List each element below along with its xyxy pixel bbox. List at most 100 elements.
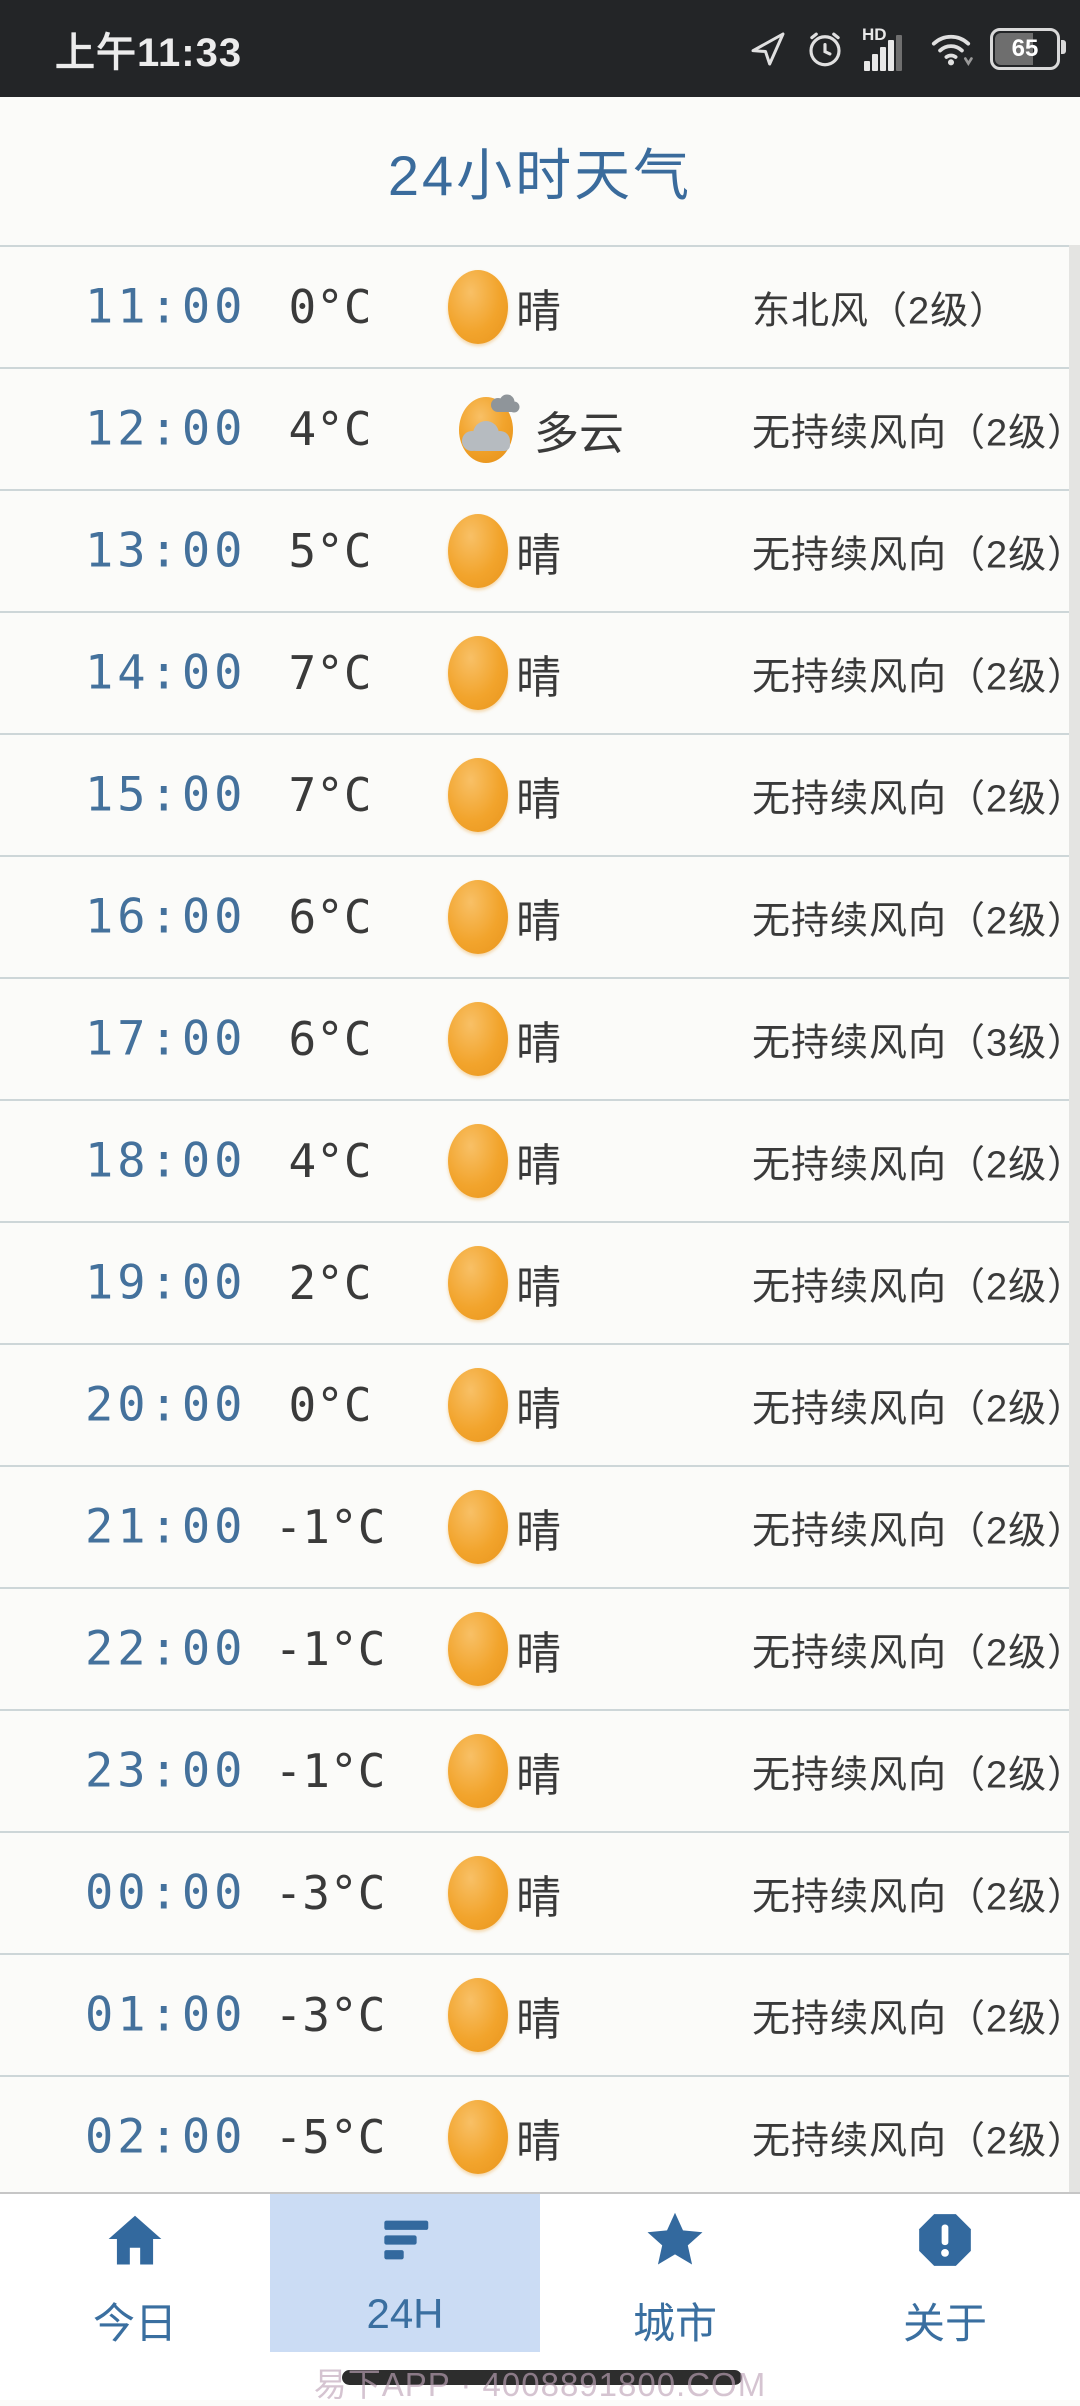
sun-icon	[448, 1124, 508, 1198]
row-condition-group: 晴	[448, 1955, 561, 2075]
row-time: 20:00	[85, 1377, 247, 1433]
row-temp: 7°C	[288, 768, 372, 822]
row-time: 16:00	[85, 889, 247, 945]
row-wind: 无持续风向（2级）	[752, 1754, 1080, 1797]
row-temp: -1°C	[274, 1622, 386, 1676]
row-temp: -1°C	[274, 1500, 386, 1554]
forecast-row: 22:00 -1°C 晴 无持续风向（2级）	[0, 1587, 1080, 1709]
alarm-clock-icon	[804, 28, 846, 70]
sun-icon	[448, 270, 508, 344]
forecast-row: 02:00 -5°C 晴 无持续风向（2级）	[0, 2075, 1080, 2192]
row-temp: 6°C	[288, 890, 372, 944]
row-condition: 晴	[516, 1261, 562, 1313]
row-wind: 无持续风向（2级）	[752, 778, 1080, 821]
row-time: 23:00	[85, 1743, 247, 1799]
row-condition: 晴	[516, 529, 562, 581]
hd-signal-icon: HD	[862, 24, 912, 71]
hd-badge: HD	[862, 24, 887, 44]
sun-icon	[448, 880, 508, 954]
forecast-row: 20:00 0°C 晴 无持续风向（2级）	[0, 1343, 1080, 1465]
row-time: 14:00	[85, 645, 247, 701]
row-wind: 无持续风向（2级）	[752, 1144, 1080, 1187]
row-condition-group: 晴	[448, 247, 561, 367]
star-icon	[643, 2208, 707, 2272]
row-wind: 无持续风向（2级）	[752, 1388, 1080, 1431]
row-time: 17:00	[85, 1011, 247, 1067]
row-time: 02:00	[85, 2109, 247, 2165]
row-time: 19:00	[85, 1255, 247, 1311]
row-condition-group: 晴	[448, 1833, 561, 1953]
forecast-row: 01:00 -3°C 晴 无持续风向（2级）	[0, 1953, 1080, 2075]
tab-today[interactable]: 今日	[0, 2194, 270, 2352]
row-time: 12:00	[85, 401, 247, 457]
row-wind: 无持续风向（2级）	[752, 1632, 1080, 1675]
row-condition-group: 晴	[448, 2077, 561, 2192]
row-temp: 2°C	[288, 1256, 372, 1310]
row-condition-group: 晴	[448, 1223, 561, 1343]
row-time: 15:00	[85, 767, 247, 823]
sun-icon	[448, 1856, 508, 1930]
row-condition: 晴	[516, 1749, 562, 1801]
row-condition: 晴	[516, 1627, 562, 1679]
sun-icon	[448, 636, 508, 710]
row-time: 00:00	[85, 1865, 247, 1921]
scrollbar-track[interactable]	[1069, 245, 1080, 2192]
row-time: 01:00	[85, 1987, 247, 2043]
tab-24h[interactable]: 24H	[270, 2194, 540, 2352]
sun-icon	[448, 1246, 508, 1320]
status-icons: HD 65	[748, 24, 1066, 71]
row-temp: 5°C	[288, 524, 372, 578]
row-wind: 无持续风向（3级）	[752, 1022, 1080, 1065]
tab-about[interactable]: 关于	[810, 2194, 1080, 2352]
battery-fill	[995, 32, 1033, 65]
tab-city-label: 城市	[632, 2300, 717, 2347]
sun-icon	[448, 1734, 508, 1808]
row-wind: 无持续风向（2级）	[752, 2120, 1080, 2163]
row-wind: 无持续风向（2级）	[752, 534, 1080, 577]
forecast-row: 17:00 6°C 晴 无持续风向（3级）	[0, 977, 1080, 1099]
row-condition: 多云	[534, 407, 625, 459]
row-condition-group: 晴	[448, 979, 561, 1099]
row-condition-group: 晴	[448, 1467, 561, 1587]
status-bar: 上午11:33 HD	[0, 0, 1080, 97]
row-condition-group: 晴	[448, 1589, 561, 1709]
tab-24h-label: 24H	[366, 2290, 444, 2337]
row-temp: -3°C	[274, 1866, 386, 1920]
row-temp: 4°C	[288, 1134, 372, 1188]
tab-about-label: 关于	[902, 2300, 987, 2347]
sun-icon	[448, 1978, 508, 2052]
location-arrow-icon	[748, 29, 788, 69]
row-time: 22:00	[85, 1621, 247, 1677]
row-time: 21:00	[85, 1499, 247, 1555]
row-condition: 晴	[516, 895, 562, 947]
row-condition-group: 晴	[448, 1101, 561, 1221]
cell-signal-bars	[864, 34, 902, 71]
sun-icon	[448, 758, 508, 832]
row-condition: 晴	[516, 651, 562, 703]
row-wind: 无持续风向（2级）	[752, 1266, 1080, 1309]
forecast-row: 18:00 4°C 晴 无持续风向（2级）	[0, 1099, 1080, 1221]
row-condition: 晴	[516, 285, 562, 337]
page-title: 24小时天气	[387, 143, 693, 207]
partly-cloudy-icon	[448, 388, 526, 470]
row-wind: 东北风（2级）	[752, 290, 1009, 333]
row-temp: 0°C	[288, 280, 372, 334]
row-condition-group: 晴	[448, 735, 561, 855]
forecast-row: 19:00 2°C 晴 无持续风向（2级）	[0, 1221, 1080, 1343]
row-condition-group: 多云	[448, 369, 624, 489]
tab-city[interactable]: 城市	[540, 2194, 810, 2352]
row-condition: 晴	[516, 1383, 562, 1435]
sun-icon	[448, 1612, 508, 1686]
wifi-icon	[928, 28, 974, 70]
forecast-list: 11:00 0°C 晴 东北风（2级） 12:00 4°C	[0, 245, 1080, 2192]
row-wind: 无持续风向（2级）	[752, 1510, 1080, 1553]
row-wind: 无持续风向（2级）	[752, 1998, 1080, 2041]
row-condition-group: 晴	[448, 491, 561, 611]
row-wind: 无持续风向（2级）	[752, 1876, 1080, 1919]
forecast-row: 23:00 -1°C 晴 无持续风向（2级）	[0, 1709, 1080, 1831]
forecast-row: 13:00 5°C 晴 无持续风向（2级）	[0, 489, 1080, 611]
forecast-row: 15:00 7°C 晴 无持续风向（2级）	[0, 733, 1080, 855]
home-indicator[interactable]	[342, 2370, 742, 2385]
row-condition: 晴	[516, 1139, 562, 1191]
row-time: 11:00	[85, 279, 247, 335]
